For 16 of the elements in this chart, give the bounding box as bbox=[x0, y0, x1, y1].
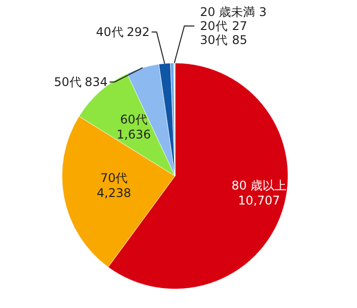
data-label: 1,636 bbox=[116, 128, 151, 142]
slice-label: 40代 bbox=[96, 25, 124, 39]
slice-label: 20代 bbox=[200, 19, 228, 33]
data-label: 10,707 bbox=[238, 193, 280, 208]
data-label: 3 bbox=[259, 5, 267, 19]
slice-label: 60代 bbox=[120, 112, 148, 127]
slice-label: 20 歳未満 bbox=[200, 5, 256, 19]
data-label: 27 bbox=[232, 19, 248, 33]
slice-label: 30代 bbox=[200, 33, 228, 47]
slice-label: 70代 bbox=[100, 170, 128, 185]
slice-label: 50代 bbox=[54, 75, 82, 89]
data-label: 834 bbox=[84, 75, 108, 89]
data-label: 4,238 bbox=[96, 186, 132, 200]
slice-label: 80 歳以上 bbox=[232, 178, 287, 192]
data-label: 292 bbox=[126, 25, 150, 39]
data-label: 85 bbox=[232, 33, 248, 47]
